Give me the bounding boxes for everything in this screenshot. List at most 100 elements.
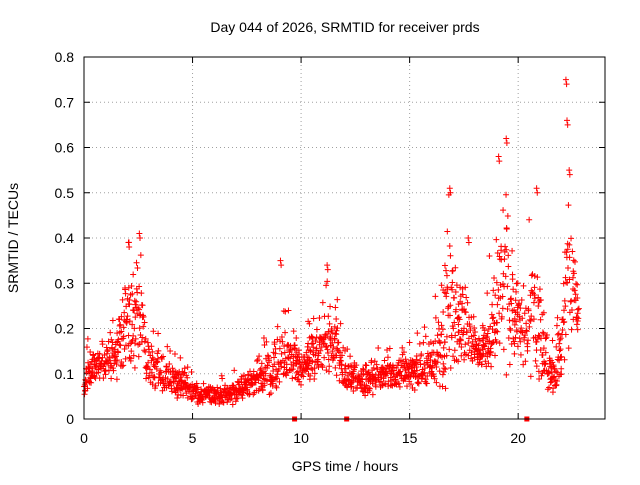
data-point	[109, 365, 116, 372]
data-point	[489, 301, 496, 308]
data-point	[348, 377, 355, 384]
data-point	[285, 307, 292, 314]
data-point	[222, 382, 229, 389]
data-point	[134, 289, 141, 296]
data-point	[383, 366, 390, 373]
data-point	[562, 274, 569, 281]
data-point	[511, 350, 518, 357]
data-point	[461, 356, 468, 363]
data-point	[132, 314, 139, 321]
data-point	[493, 236, 500, 243]
data-point	[347, 353, 354, 360]
data-point	[282, 308, 289, 315]
data-point	[420, 339, 427, 346]
data-point	[464, 299, 471, 306]
data-point	[400, 349, 407, 356]
data-point	[90, 351, 97, 358]
data-point	[144, 339, 151, 346]
data-point	[421, 324, 428, 331]
data-point	[519, 315, 526, 322]
data-point	[446, 346, 453, 353]
data-point	[258, 360, 265, 367]
data-point	[324, 266, 331, 273]
data-point	[131, 325, 138, 332]
data-point	[458, 344, 465, 351]
data-point	[414, 379, 421, 386]
data-point	[562, 303, 569, 310]
data-point	[568, 297, 575, 304]
data-point	[556, 357, 563, 364]
data-point	[345, 376, 352, 383]
data-point	[499, 293, 506, 300]
data-point	[158, 369, 165, 376]
data-point	[397, 368, 404, 375]
data-point	[491, 329, 498, 336]
data-point	[188, 369, 195, 376]
data-point	[526, 216, 533, 223]
data-point	[100, 375, 107, 382]
data-point	[513, 318, 520, 325]
data-point	[531, 272, 538, 279]
data-point	[220, 399, 227, 406]
data-point	[128, 282, 135, 289]
data-point	[511, 340, 518, 347]
data-point	[566, 276, 573, 283]
data-point	[143, 365, 150, 372]
data-point	[363, 382, 370, 389]
data-point	[254, 356, 261, 363]
data-point	[503, 371, 510, 378]
data-point	[332, 304, 339, 311]
data-point	[549, 337, 556, 344]
data-point	[353, 362, 360, 369]
data-point	[304, 343, 311, 350]
data-point	[290, 328, 297, 335]
data-point	[502, 243, 509, 250]
data-point	[334, 296, 341, 303]
data-point	[465, 340, 472, 346]
data-point	[528, 313, 535, 320]
data-point	[296, 378, 303, 385]
data-point	[463, 329, 470, 336]
data-point	[555, 330, 562, 337]
data-point	[256, 353, 263, 360]
data-point	[334, 346, 341, 353]
data-point	[115, 349, 122, 356]
data-point	[307, 372, 314, 379]
data-point	[511, 321, 518, 328]
data-point	[133, 298, 140, 305]
data-point	[115, 336, 122, 343]
data-point	[411, 387, 418, 394]
data-point	[553, 382, 560, 389]
data-point	[532, 357, 539, 364]
data-point	[558, 371, 565, 378]
data-point	[150, 356, 157, 363]
data-point	[514, 280, 521, 287]
data-point	[507, 327, 514, 334]
data-point	[295, 347, 302, 354]
data-point	[561, 297, 568, 304]
data-point	[413, 364, 420, 371]
data-point	[494, 328, 501, 335]
data-point	[566, 171, 573, 178]
data-point	[404, 383, 411, 390]
y-tick-label: 0.3	[55, 275, 75, 291]
data-point	[212, 399, 219, 406]
data-point	[494, 319, 501, 326]
data-point	[498, 313, 505, 320]
data-point	[451, 294, 458, 301]
grid-lines	[84, 57, 605, 419]
data-point	[341, 365, 348, 372]
data-point	[233, 395, 240, 402]
data-point	[325, 313, 332, 320]
data-point	[449, 267, 456, 274]
data-point	[469, 357, 476, 364]
data-point	[146, 346, 153, 353]
data-point	[509, 276, 516, 283]
data-point	[148, 343, 155, 350]
data-point	[440, 308, 447, 315]
data-point	[442, 366, 449, 373]
data-point	[177, 354, 184, 361]
data-point	[518, 297, 525, 304]
data-point	[574, 306, 581, 313]
